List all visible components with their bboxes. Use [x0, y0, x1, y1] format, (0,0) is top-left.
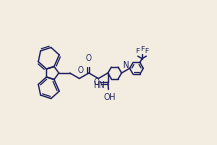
Text: O: O	[78, 66, 84, 75]
Text: OH: OH	[103, 93, 116, 102]
Text: N: N	[123, 61, 129, 70]
Text: F: F	[136, 48, 140, 54]
Text: F: F	[140, 46, 144, 52]
Text: HN: HN	[94, 81, 105, 90]
Text: F: F	[144, 48, 148, 54]
Text: O: O	[94, 78, 99, 87]
Text: O: O	[86, 55, 92, 64]
